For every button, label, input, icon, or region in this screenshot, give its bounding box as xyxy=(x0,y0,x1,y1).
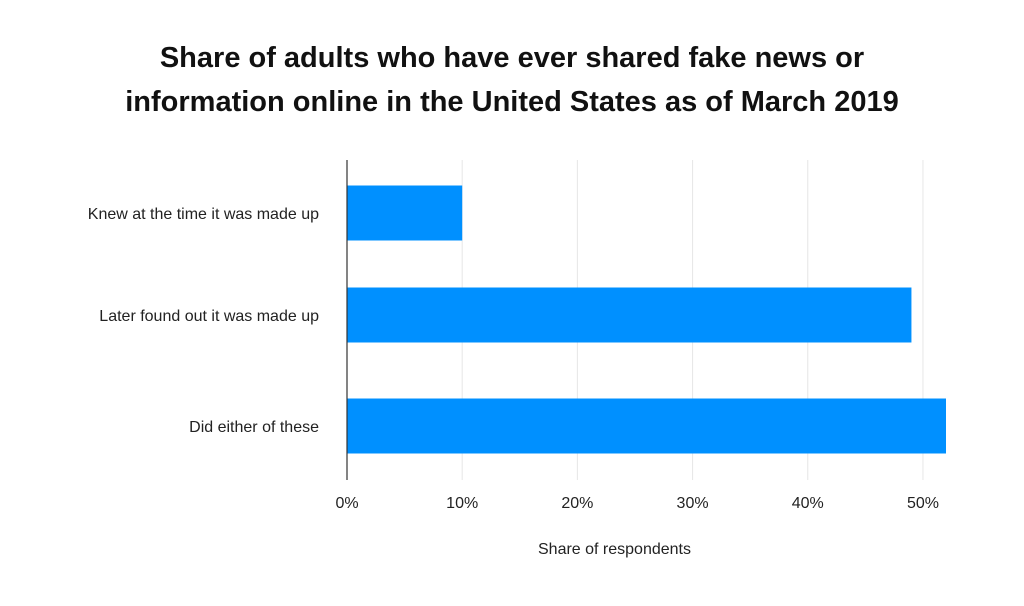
x-tick-label: 10% xyxy=(446,495,478,512)
category-labels: Knew at the time it was made up Later fou… xyxy=(88,206,319,436)
x-tick-label: 50% xyxy=(907,495,939,512)
x-tick-label: 0% xyxy=(335,495,358,512)
category-label: Knew at the time it was made up xyxy=(88,206,319,223)
chart-title: Share of adults who have ever shared fak… xyxy=(125,42,899,118)
bars xyxy=(347,185,946,454)
x-tick-label: 30% xyxy=(677,495,709,512)
x-tick-label: 20% xyxy=(561,495,593,512)
bar xyxy=(347,398,946,454)
bar xyxy=(347,185,463,241)
x-tick-label: 40% xyxy=(792,495,824,512)
category-label: Did either of these xyxy=(189,419,319,436)
x-axis-title: Share of respondents xyxy=(538,541,691,558)
x-tick-labels: 0% 10% 20% 30% 40% 50% xyxy=(335,495,939,512)
category-label: Later found out it was made up xyxy=(99,308,319,325)
bar xyxy=(347,287,912,343)
